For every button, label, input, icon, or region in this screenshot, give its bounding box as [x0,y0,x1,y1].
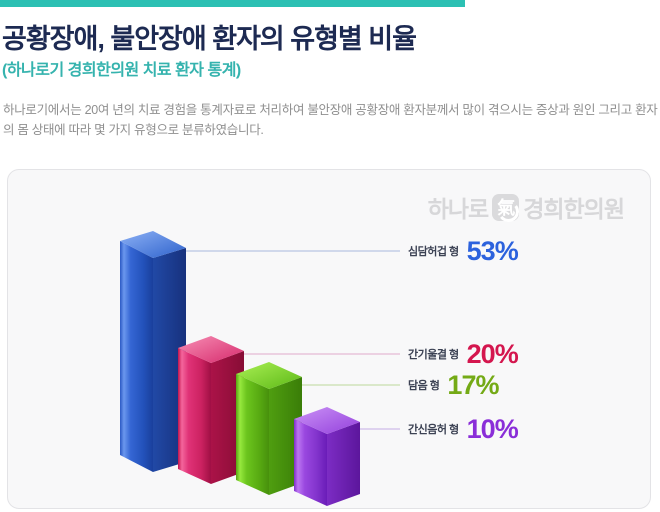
description-text: 하나로기에서는 20여 년의 치료 경험을 통계자료로 처리하여 불안장애 공황… [3,103,658,137]
bar-face-left [294,419,327,506]
qi-seal-icon: 氣 [492,193,520,221]
logo-text-right: 경희한의원 [523,196,625,222]
bar-face-right [327,422,360,506]
type-name: 심담허겁 형 [408,246,459,258]
type-value: 20% [466,338,519,369]
bar-face-left [120,241,153,472]
type-name: 간신음허 형 [408,424,459,436]
bar-dameum-17 [236,362,302,495]
bar-face-top [294,407,360,434]
bar-face-top [236,362,302,389]
top-accent-bar [0,0,465,7]
type-name: 간기울결 형 [408,349,459,361]
page-title: 공황장애, 불안장애 환자의 유형별 비율 [2,24,417,54]
bar-face-top [120,231,186,258]
chart-label-gansineumheo: 간신음허 형 10% [408,413,519,445]
chart-label-simdamheogeop: 심담허겁 형 53% [408,235,519,267]
bar-gangiulgyeol-20 [178,336,244,484]
bar-face-right [269,377,302,495]
type-name: 담음 형 [408,380,440,392]
bar-face-top [178,336,244,363]
logo-text-left: 하나로 [427,196,489,222]
bar-gansineumheo-10 [294,407,360,506]
type-value: 53% [466,235,519,266]
type-value: 10% [466,413,519,444]
chart-card: 하나로 氣 경희한의원 [7,169,651,509]
bar-face-right [211,351,244,484]
clinic-logo: 하나로 氣 경희한의원 [427,190,625,224]
bar-simdamheogeop-53 [120,231,186,472]
bar-face-left [236,374,269,495]
chart-label-gangiulgyeol: 간기울결 형 20% [408,338,519,370]
bar-face-left [178,348,211,484]
page-subtitle: (하나로기 경희한의원 치료 환자 통계) [2,62,241,79]
bar-face-right [153,248,186,472]
chart-label-dameum: 담음 형 17% [408,369,499,401]
bar-chart-canvas [120,231,400,506]
type-value: 17% [447,369,499,400]
